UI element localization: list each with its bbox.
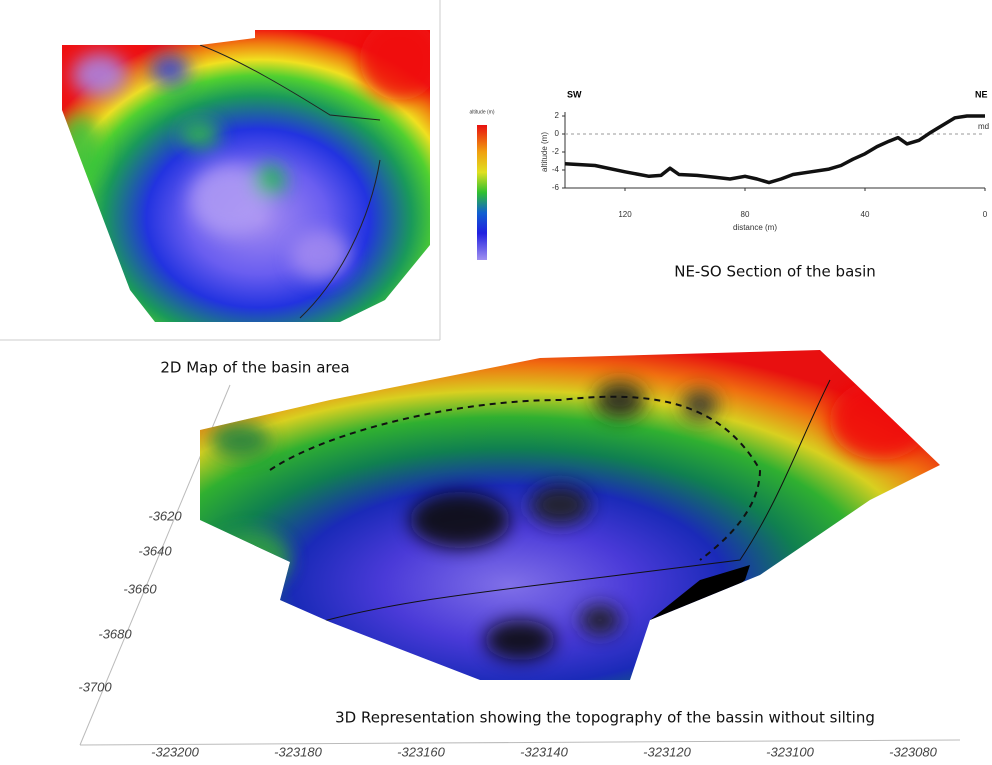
profile-line bbox=[565, 116, 985, 183]
side-label: NE bbox=[975, 89, 988, 99]
map-2d bbox=[50, 20, 450, 340]
colorbar-title: altitude (m) bbox=[469, 109, 494, 115]
y-axis-label: altitude (m) bbox=[540, 132, 549, 172]
x-axis-label: distance (m) bbox=[733, 223, 777, 232]
side-label: SW bbox=[567, 89, 582, 99]
x-tick-label: -323120 bbox=[643, 744, 691, 759]
x-tick-label: -323100 bbox=[766, 744, 814, 759]
x-tick-label: 80 bbox=[741, 210, 750, 219]
y-tick-label: -3620 bbox=[148, 508, 182, 523]
x-tick-label: 40 bbox=[861, 210, 870, 219]
map-3d-panel: -3620 -3640 -3660 -3680 -3700 -323200 -323180 -… bbox=[78, 340, 960, 759]
section-chart: 2 0 -2 -4 -6 120 80 40 0 SW NE md distance (m) altitu… bbox=[540, 89, 989, 280]
map-2d-panel: altitude (m) 2D Map of the basin area bbox=[0, 0, 495, 377]
x-tick-label: -323160 bbox=[397, 744, 445, 759]
x-tick-label: 0 bbox=[983, 210, 988, 219]
side-note: md bbox=[978, 122, 989, 131]
x-tick-label: 120 bbox=[618, 210, 632, 219]
y-tick-label: 0 bbox=[555, 129, 560, 138]
y-tick-label: -3640 bbox=[138, 543, 172, 558]
x-tick-label: -323080 bbox=[889, 744, 937, 759]
chart-title: NE-SO Section of the basin bbox=[674, 263, 876, 281]
surface-3d bbox=[190, 340, 950, 690]
y-tick-label: -3680 bbox=[98, 626, 132, 641]
y-tick-label: 2 bbox=[555, 111, 560, 120]
y-tick-label: -4 bbox=[552, 165, 560, 174]
y-tick-label: -2 bbox=[552, 147, 560, 156]
caption: 3D Representation showing the topography… bbox=[335, 709, 875, 727]
y-tick-label: -3660 bbox=[123, 581, 157, 596]
y-tick-label: -6 bbox=[552, 183, 560, 192]
figure: altitude (m) 2D Map of the basin area 2 0… bbox=[0, 0, 992, 765]
caption: 2D Map of the basin area bbox=[160, 359, 349, 377]
x-tick-label: -323200 bbox=[151, 744, 199, 759]
y-tick-label: -3700 bbox=[78, 679, 112, 694]
x-tick-label: -323180 bbox=[274, 744, 322, 759]
x-tick-label: -323140 bbox=[520, 744, 568, 759]
